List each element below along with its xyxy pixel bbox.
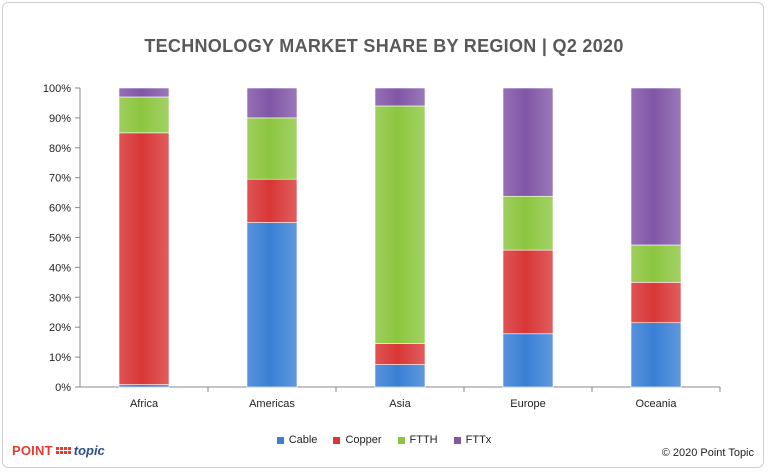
legend-swatch — [397, 436, 405, 444]
y-tick-label: 0% — [55, 382, 71, 394]
y-tick-label: 80% — [49, 143, 71, 155]
point-topic-logo: POINT topic — [12, 443, 105, 458]
bar-cable-asia — [374, 364, 426, 388]
y-tick-label: 10% — [49, 352, 71, 364]
bar-ftth-oceania — [630, 244, 682, 283]
bar-fttx-oceania — [630, 87, 682, 246]
x-tick-label: Europe — [510, 398, 545, 410]
bar-ftth-europe — [502, 195, 554, 251]
bar-ftth-africa — [118, 96, 170, 134]
bar-copper-europe — [502, 249, 554, 335]
legend-label: Cable — [288, 434, 318, 446]
logo-grid-icon — [55, 447, 71, 454]
bar-ftth-asia — [374, 105, 426, 344]
bar-cable-africa — [118, 384, 170, 388]
y-tick-label: 90% — [49, 113, 71, 125]
bar-copper-americas — [246, 178, 298, 223]
legend-item-cable: Cable — [276, 434, 318, 446]
x-tick-label: Africa — [130, 398, 159, 410]
x-tick-label: Oceania — [636, 398, 678, 410]
legend-swatch — [276, 436, 284, 444]
y-tick-label: 30% — [49, 292, 71, 304]
chart-legend: Cable Copper FTTH FTTx — [0, 434, 768, 446]
y-tick-label: 40% — [49, 262, 71, 274]
chart-frame — [2, 2, 764, 468]
bar-copper-africa — [118, 132, 170, 385]
bar-cable-americas — [246, 222, 298, 388]
legend-swatch — [333, 436, 341, 444]
bar-fttx-europe — [502, 87, 554, 197]
y-tick-label: 100% — [43, 83, 71, 95]
x-tick-label: Asia — [389, 398, 411, 410]
legend-item-fttx: FTTx — [453, 434, 492, 446]
bar-cable-europe — [502, 333, 554, 388]
copyright-text: © 2020 Point Topic — [661, 447, 754, 459]
chart-title: TECHNOLOGY MARKET SHARE BY REGION | Q2 2… — [144, 36, 624, 56]
bar-fttx-africa — [118, 87, 170, 98]
logo-point-text: POINT — [12, 443, 53, 458]
legend-swatch — [453, 436, 461, 444]
y-tick-label: 20% — [49, 322, 71, 334]
legend-item-copper: Copper — [333, 434, 382, 446]
legend-label: FTTx — [465, 434, 492, 446]
logo-topic-text: topic — [73, 443, 105, 458]
bar-fttx-asia — [374, 87, 426, 107]
legend-item-ftth: FTTH — [397, 434, 438, 446]
legend-label: FTTH — [409, 434, 438, 446]
y-tick-label: 70% — [49, 173, 71, 185]
legend-label: Copper — [345, 434, 382, 446]
y-tick-label: 50% — [49, 233, 71, 245]
x-tick-label: Americas — [249, 398, 295, 410]
bar-copper-oceania — [630, 282, 682, 324]
y-tick-label: 60% — [49, 203, 71, 215]
bar-fttx-americas — [246, 87, 298, 119]
bar-ftth-americas — [246, 117, 298, 180]
bar-copper-asia — [374, 343, 426, 365]
bar-cable-oceania — [630, 322, 682, 388]
